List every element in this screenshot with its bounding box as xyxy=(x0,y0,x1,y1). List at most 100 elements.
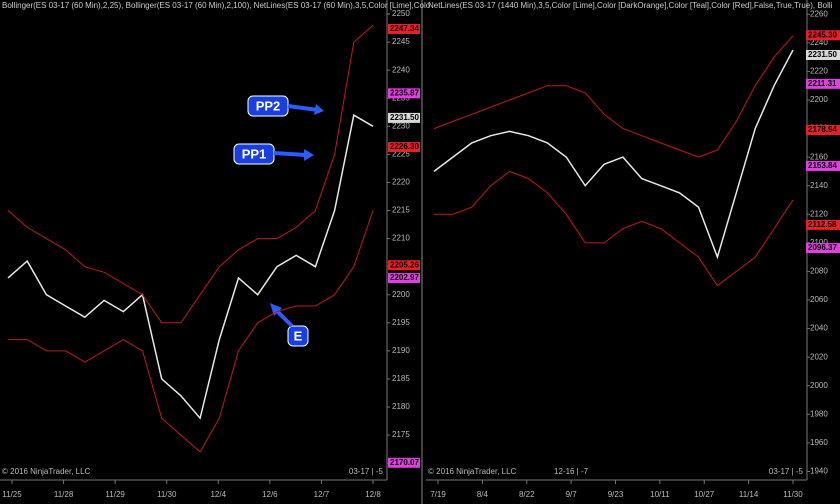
y-tick-label: 2185 xyxy=(392,374,410,383)
footer-right: 03-17 | -5 xyxy=(769,467,804,476)
arrowhead xyxy=(270,303,282,316)
annotation: PP1 xyxy=(242,146,267,161)
y-tick-label: 2160 xyxy=(810,152,828,161)
y-tick-label: 2200 xyxy=(392,290,410,299)
y-tick-label: 2245 xyxy=(392,37,410,46)
price-tag xyxy=(388,112,420,123)
price-tag xyxy=(806,78,840,89)
series-line xyxy=(434,170,794,287)
arrowhead xyxy=(304,149,314,161)
y-tick-label: 2250 xyxy=(392,9,410,18)
price-tag xyxy=(806,125,840,136)
x-tick-label: 12/6 xyxy=(262,490,278,499)
session-label: 12-16 | -7 xyxy=(554,467,589,476)
price-tag xyxy=(806,243,840,254)
footer-left: © 2016 NinjaTrader, LLC xyxy=(2,467,91,476)
y-tick-label: 2175 xyxy=(392,430,410,439)
x-tick-label: 12/7 xyxy=(314,490,330,499)
y-tick-label: 1940 xyxy=(810,467,828,476)
annotations: PP2 PP1 E xyxy=(233,95,324,347)
footer-left: © 2016 NinjaTrader, LLC xyxy=(428,467,517,476)
x-tick-label: 8/4 xyxy=(477,490,489,499)
y-tick-label: 2230 xyxy=(392,121,410,130)
x-tick-label: 12/8 xyxy=(365,490,381,499)
x-tick-label: 9/7 xyxy=(566,490,578,499)
series-line xyxy=(7,113,374,420)
x-tick-label: 7/19 xyxy=(430,490,446,499)
arrowhead xyxy=(314,104,324,115)
series-line xyxy=(7,24,374,324)
series-line xyxy=(433,35,794,158)
annotation: PP2 xyxy=(256,98,281,113)
y-tick-label: 2240 xyxy=(810,38,828,47)
price-tag xyxy=(388,273,420,284)
y-tick-label: 2000 xyxy=(810,381,828,390)
y-tick-label: 1980 xyxy=(810,409,828,418)
annotation: E xyxy=(294,328,303,343)
y-tick-label: 2210 xyxy=(392,234,410,243)
chart-title: Bollinger(ES 03-17 (60 Min),2,25), Bolli… xyxy=(2,1,431,10)
price-tag-label: 2247.34 xyxy=(390,24,419,33)
footer-right: 03-17 | -5 xyxy=(349,467,384,476)
x-tick-label: 10/27 xyxy=(694,490,715,499)
y-tick-label: 2240 xyxy=(392,65,410,74)
x-tick-label: 11/14 xyxy=(739,490,759,499)
y-tick-label: 2195 xyxy=(392,318,410,327)
price-tag-label: 2211.31 xyxy=(808,79,837,88)
chart-title: NetLines(ES 03-17 (1440 Min),3,5,Color [… xyxy=(428,1,833,10)
price-tag-label: 2205.26 xyxy=(390,260,419,269)
price-tag xyxy=(388,260,420,271)
x-tick-label: 11/25 xyxy=(2,490,22,499)
y-tick-label: 2100 xyxy=(810,238,828,247)
price-tag-label: 2153.84 xyxy=(808,161,837,170)
arrow xyxy=(287,104,319,112)
price-tag-label: 2170.07 xyxy=(390,458,419,467)
price-tag-label: 2231.50 xyxy=(390,113,419,122)
y-tick-label: 2220 xyxy=(810,67,828,76)
y-tick-label: 2225 xyxy=(392,149,410,158)
y-tick-label: 2220 xyxy=(392,178,410,187)
y-tick-label: 2120 xyxy=(810,209,828,218)
price-tag xyxy=(806,160,840,171)
y-tick-label: 2180 xyxy=(392,402,410,411)
y-tick-label: 2190 xyxy=(392,346,410,355)
y-tick-label: 2260 xyxy=(810,9,828,18)
annotation-box xyxy=(287,325,309,347)
x-tick-label: 8/22 xyxy=(519,490,535,499)
x-tick-label: 11/28 xyxy=(54,490,74,499)
price-tag xyxy=(388,142,420,153)
y-tick-label: 2040 xyxy=(810,324,828,333)
price-tag-label: 2096.37 xyxy=(808,243,837,252)
y-tick-label: 2020 xyxy=(810,352,828,361)
x-tick-label: 11/29 xyxy=(105,490,125,499)
price-tag xyxy=(388,23,420,34)
series-line xyxy=(433,49,794,260)
series-line xyxy=(8,210,374,453)
price-tag-label: 2226.30 xyxy=(390,142,419,151)
x-tick-label: 10/11 xyxy=(650,490,670,499)
y-tick-label: 2200 xyxy=(810,95,828,104)
y-tick-label: 2140 xyxy=(810,181,828,190)
y-tick-label: 2215 xyxy=(392,206,410,215)
arrow xyxy=(273,151,307,157)
y-tick-label: 2060 xyxy=(810,295,828,304)
price-tag xyxy=(388,88,420,99)
x-tick-label: 12/4 xyxy=(210,490,226,499)
price-tag xyxy=(806,50,840,60)
arrow xyxy=(274,308,294,328)
y-tick-label: 1960 xyxy=(810,438,828,447)
price-tag xyxy=(806,219,840,230)
x-tick-label: 11/30 xyxy=(783,490,803,499)
price-tag xyxy=(806,30,840,41)
x-tick-label: 9/23 xyxy=(608,490,624,499)
price-tag-label: 2112.58 xyxy=(808,220,837,229)
x-tick-label: 11/30 xyxy=(157,490,177,499)
price-tag-label: 2235.87 xyxy=(390,88,419,97)
price-tag-label: 2245.30 xyxy=(808,30,837,39)
price-tag-label: 2178.94 xyxy=(808,125,837,134)
y-tick-label: 2080 xyxy=(810,267,828,276)
price-tag-label: 2202.97 xyxy=(390,273,419,282)
price-tag-label: 2231.50 xyxy=(808,50,837,59)
price-tag xyxy=(388,457,420,468)
